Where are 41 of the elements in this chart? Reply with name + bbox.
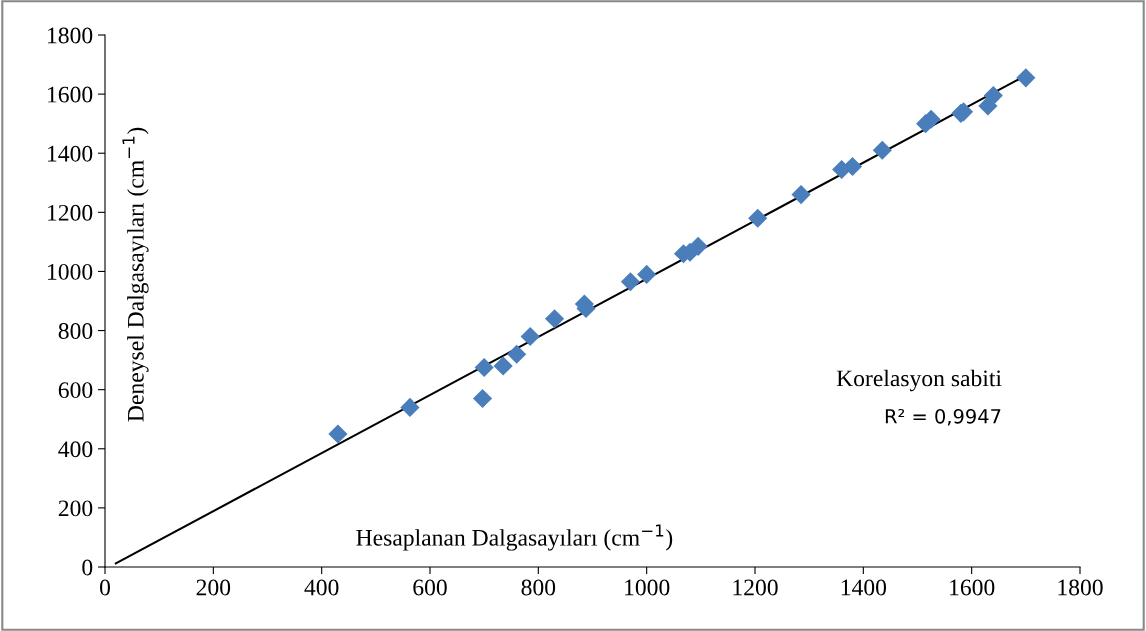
point [1016, 68, 1036, 88]
y-tick-label: 1000 [48, 263, 93, 280]
point [748, 208, 768, 228]
point [507, 344, 527, 364]
point [400, 397, 420, 417]
point [983, 86, 1003, 106]
x-tick-label: 1400 [841, 579, 887, 596]
point [493, 356, 513, 376]
point [474, 357, 494, 378]
point [520, 326, 540, 347]
x-tick-label: 200 [196, 579, 231, 596]
y-tick-label: 1800 [48, 27, 93, 44]
point [637, 264, 657, 284]
y-axis-title: Deneysel Dalgasayıları (cm$^{−1}$) [122, 127, 149, 422]
point [545, 309, 565, 329]
x-tick-label: 1800 [1058, 579, 1103, 596]
y-tick-label: 1200 [48, 204, 93, 221]
y-tick-label: 400 [58, 441, 93, 458]
point [620, 272, 640, 292]
x-tick-label: 600 [413, 579, 447, 596]
y-tick-label: 800 [58, 323, 93, 339]
point [791, 185, 811, 205]
y-tick-label: 600 [58, 382, 93, 399]
y-tick-label: 0 [82, 559, 93, 576]
x-tick-label: 800 [521, 579, 556, 596]
x-tick-label: 1000 [625, 579, 670, 596]
y-tick-label: 200 [58, 500, 93, 517]
x-tick-label: 400 [304, 579, 339, 596]
y-tick-label: 1400 [48, 145, 93, 162]
point [842, 156, 863, 177]
point [472, 388, 493, 409]
point [688, 236, 708, 256]
x-tick-label: 1200 [733, 579, 778, 596]
x-tick-label: 1600 [950, 579, 995, 596]
point [872, 140, 892, 160]
annotation: Korelasyon sabiti [836, 369, 1002, 392]
point [328, 424, 348, 444]
x-axis-title: Hesaplanan Dalgasayıları (cm$^{−1}$) [356, 524, 673, 551]
y-tick-label: 1600 [48, 86, 93, 103]
annotation: R² = 0,9947 [885, 408, 1001, 426]
x-tick-label: 0 [100, 579, 110, 596]
